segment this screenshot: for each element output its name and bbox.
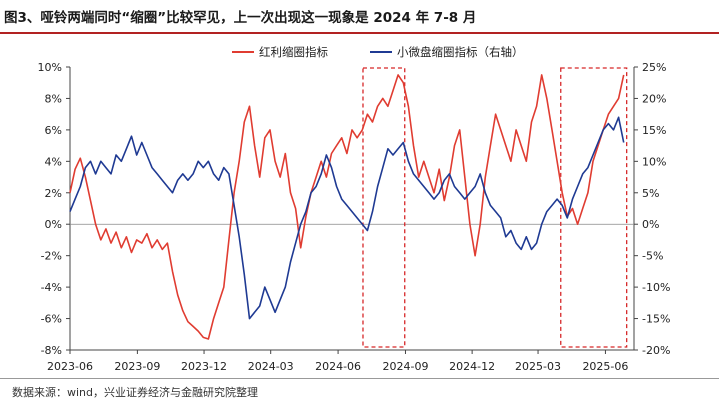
legend-label: 小微盘缩圈指标（右轴） xyxy=(397,45,524,59)
y-right-tick-label: 20% xyxy=(642,92,666,105)
x-tick-label: 2023-12 xyxy=(181,360,227,373)
y-left-tick-label: 6% xyxy=(45,124,62,137)
x-tick-label: 2025-03 xyxy=(515,360,561,373)
y-left-tick-label: -8% xyxy=(41,344,62,357)
x-tick-label: 2023-06 xyxy=(47,360,93,373)
y-left-tick-label: 0% xyxy=(45,218,62,231)
x-tick-label: 2024-12 xyxy=(449,360,495,373)
y-left-tick-label: 10% xyxy=(38,61,62,74)
x-tick-label: 2025-06 xyxy=(582,360,628,373)
x-tick-label: 2024-03 xyxy=(248,360,294,373)
y-left-tick-label: 2% xyxy=(45,187,62,200)
highlight-box xyxy=(362,67,406,348)
title-bar: 图3、哑铃两端同时“缩圈”比较罕见，上一次出现这一现象是 2024 年 7-8 … xyxy=(0,0,719,34)
y-right-tick-label: 5% xyxy=(642,187,659,200)
y-left-tick-label: -4% xyxy=(41,281,62,294)
y-left-tick-label: 8% xyxy=(45,92,62,105)
y-right-tick-label: 10% xyxy=(642,155,666,168)
y-left-tick-label: 4% xyxy=(45,155,62,168)
y-right-tick-label: 25% xyxy=(642,61,666,74)
y-left-tick-label: -6% xyxy=(41,313,62,326)
highlight-box xyxy=(560,67,628,348)
x-tick-label: 2023-09 xyxy=(114,360,160,373)
y-right-tick-label: 0% xyxy=(642,218,659,231)
y-right-tick-label: -15% xyxy=(642,313,670,326)
x-tick-label: 2024-09 xyxy=(382,360,428,373)
y-right-tick-label: -10% xyxy=(642,281,670,294)
y-right-tick-label: -20% xyxy=(642,344,670,357)
source-divider xyxy=(0,378,719,379)
legend-label: 红利缩圈指标 xyxy=(259,45,328,59)
y-left-tick-label: -2% xyxy=(41,250,62,263)
chart-title: 图3、哑铃两端同时“缩圈”比较罕见，上一次出现这一现象是 2024 年 7-8 … xyxy=(4,10,477,26)
y-right-tick-label: -5% xyxy=(642,250,663,263)
source-note: 数据来源：wind，兴业证券经济与金融研究院整理 xyxy=(12,386,259,399)
y-right-tick-label: 15% xyxy=(642,124,666,137)
x-tick-label: 2024-06 xyxy=(315,360,361,373)
dual-axis-line-chart: -8% -6% -4% -2% 0% 2% 4% 6% 8% 10% -20% -15% -10% -5%… xyxy=(38,45,671,373)
series-line-dividend xyxy=(69,74,625,340)
series-line-smallcap xyxy=(69,116,625,320)
